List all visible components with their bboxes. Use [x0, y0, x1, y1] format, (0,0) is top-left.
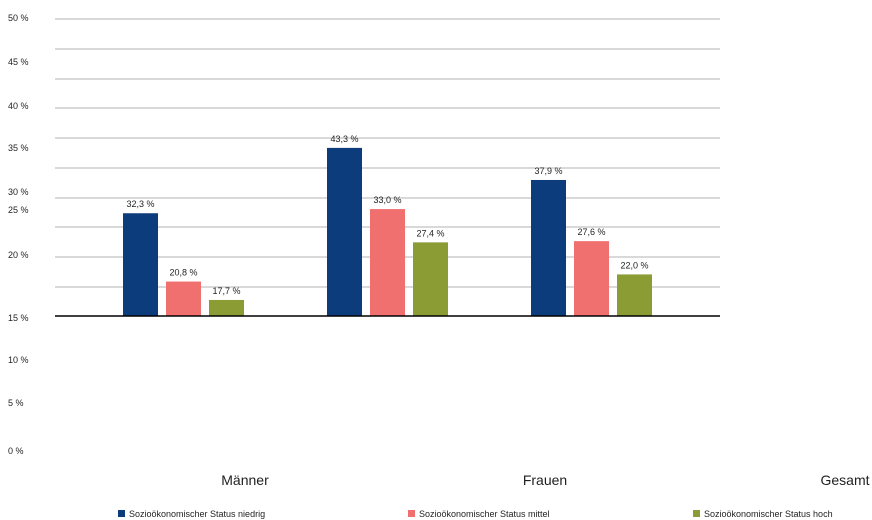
bar-value-label: 43,3 %	[330, 134, 358, 144]
y-tick-label: 30 %	[8, 187, 29, 197]
bar-value-label: 27,4 %	[416, 228, 444, 238]
bar	[123, 213, 158, 316]
bar	[327, 147, 362, 316]
category-label: Gesamt	[820, 472, 869, 488]
legend-item: Sozioökonomischer Status hoch	[693, 509, 833, 519]
y-tick-label: 35 %	[8, 143, 29, 153]
y-axis-ticks: 50 % 45 % 40 % 35 % 30 % 25 % 20 % 15 % 10 % 5 % 0…	[8, 13, 29, 456]
legend-label: Sozioökonomischer Status niedrig	[129, 509, 265, 519]
bar-value-label: 37,9 %	[534, 166, 562, 176]
bar	[166, 281, 201, 316]
data-labels: 32,3 % 20,8 % 17,7 % 43,3 % 33,0 % 27,4 % 37,9…	[126, 134, 648, 296]
bar-value-label: 27,6 %	[577, 227, 605, 237]
category-labels: Männer Frauen Gesamt	[221, 472, 869, 488]
bar-value-label: 20,8 %	[169, 268, 197, 278]
y-tick-label: 5 %	[8, 398, 24, 408]
legend-swatch	[693, 510, 700, 517]
bar	[617, 274, 652, 316]
bar-value-label: 17,7 %	[212, 286, 240, 296]
y-tick-label: 50 %	[8, 13, 29, 23]
bars	[123, 147, 652, 316]
y-tick-label: 25 %	[8, 205, 29, 215]
legend-item: Sozioökonomischer Status niedrig	[118, 509, 265, 519]
bar	[531, 179, 566, 316]
y-tick-label: 10 %	[8, 355, 29, 365]
y-tick-label: 40 %	[8, 101, 29, 111]
bar-value-label: 22,0 %	[620, 260, 648, 270]
category-label: Männer	[221, 472, 269, 488]
bar-value-label: 33,0 %	[373, 195, 401, 205]
y-tick-label: 0 %	[8, 446, 24, 456]
category-label: Frauen	[523, 472, 567, 488]
bar	[574, 241, 609, 316]
legend-label: Sozioökonomischer Status mittel	[419, 509, 550, 519]
y-tick-label: 15 %	[8, 313, 29, 323]
y-tick-label: 20 %	[8, 250, 29, 260]
bar	[370, 209, 405, 316]
legend: Sozioökonomischer Status niedrig Sozioöko…	[118, 509, 833, 519]
y-tick-label: 45 %	[8, 57, 29, 67]
legend-swatch	[118, 510, 125, 517]
bar-value-label: 32,3 %	[126, 199, 154, 209]
legend-item: Sozioökonomischer Status mittel	[408, 509, 550, 519]
legend-swatch	[408, 510, 415, 517]
bar	[209, 299, 244, 316]
legend-label: Sozioökonomischer Status hoch	[704, 509, 833, 519]
bar	[413, 242, 448, 316]
